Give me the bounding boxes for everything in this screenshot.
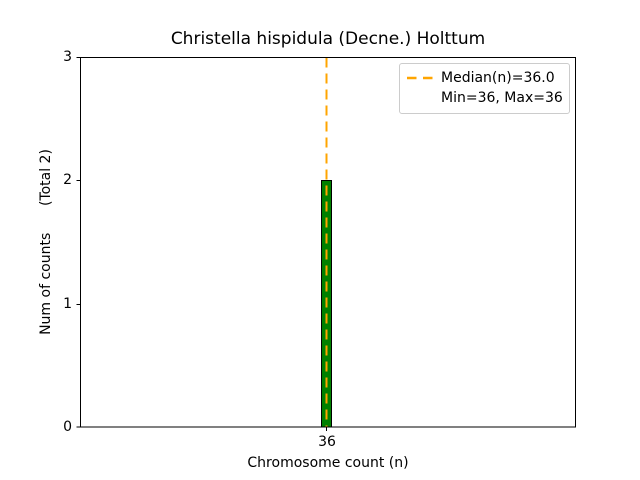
ytick-label-3: 3 (63, 49, 72, 65)
y-axis-label: Num of counts (Total 2) (38, 149, 54, 335)
ytick-label-0: 0 (63, 419, 72, 435)
axes-frame (80, 57, 576, 428)
chart-title: Christella hispidula (Decne.) Holttum (170, 29, 486, 49)
ytick-label-2: 2 (63, 172, 72, 188)
legend-item-median: Median(n)=36.0 (407, 68, 561, 88)
legend: Median(n)=36.0 Min=36, Max=36 (399, 63, 570, 114)
ytick-label-1: 1 (63, 296, 72, 312)
median-line-swatch-icon (407, 76, 433, 80)
legend-swatch-spacer (407, 96, 433, 100)
xtick-label-36: 36 (318, 434, 336, 450)
legend-label-minmax: Min=36, Max=36 (441, 90, 563, 106)
legend-label-median: Median(n)=36.0 (441, 70, 555, 86)
tick-marks (76, 57, 327, 431)
x-axis-label: Chromosome count (n) (247, 455, 409, 471)
legend-item-minmax: Min=36, Max=36 (407, 88, 563, 108)
